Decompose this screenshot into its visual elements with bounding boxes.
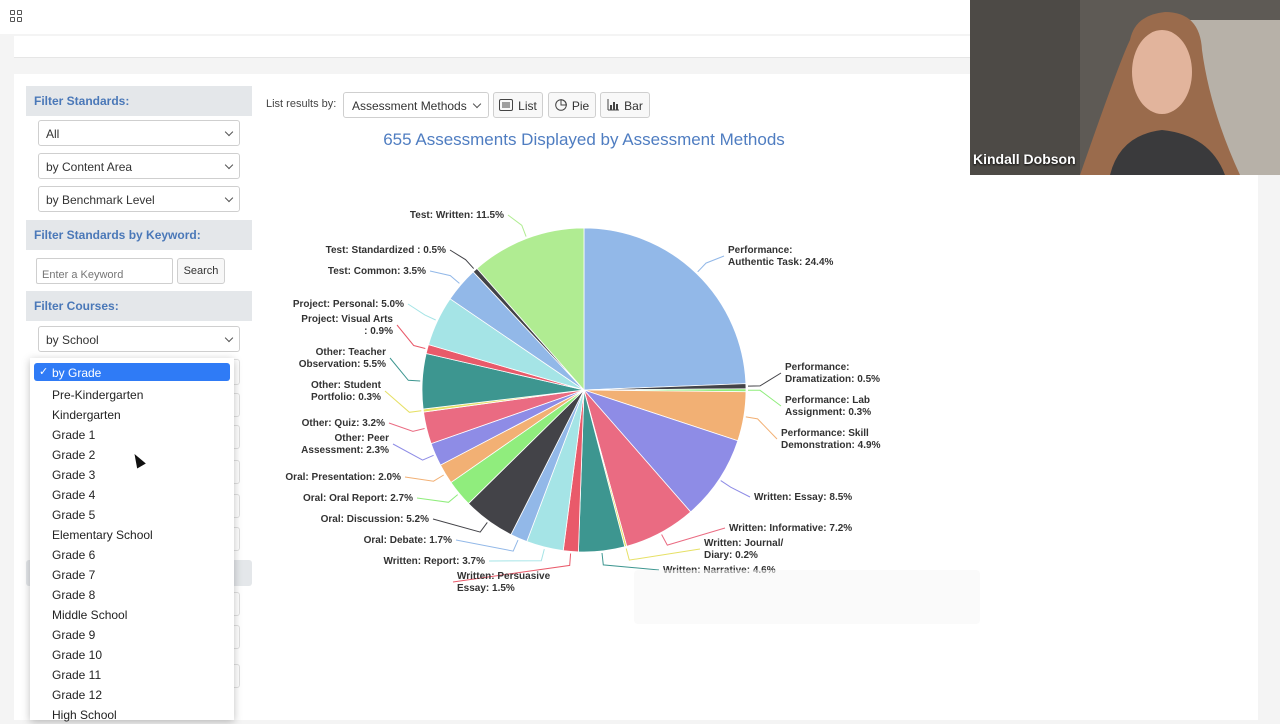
bar-view-button[interactable]: Bar <box>600 92 650 118</box>
benchmark-level-select[interactable]: by Benchmark Level <box>38 186 240 212</box>
dropdown-option[interactable]: Grade 6 <box>52 548 96 562</box>
participant-image <box>970 0 1280 175</box>
slice-label: Oral: Presentation: 2.0% <box>285 472 401 483</box>
participant-name: Kindall Dobson <box>973 151 1076 167</box>
filter-keyword-heading: Filter Standards by Keyword: <box>26 220 252 250</box>
pie-slice[interactable] <box>476 227 585 392</box>
slice-label: Written: Report: 3.7% <box>384 556 486 567</box>
slice-connector <box>661 527 726 546</box>
dropdown-option[interactable]: High School <box>52 708 117 722</box>
watermark-overlay <box>634 570 980 624</box>
school-select[interactable]: by School <box>38 326 240 352</box>
list-view-label: List <box>518 99 537 113</box>
grade-dropdown-menu[interactable]: ✓ by Grade Pre-Kindergarten Kindergarten G… <box>30 358 234 722</box>
dropdown-option[interactable]: Grade 8 <box>52 588 96 602</box>
bar-view-label: Bar <box>624 99 643 113</box>
slice-label: Performance: Dramatization: 0.5% <box>785 362 880 385</box>
apps-grid-icon[interactable] <box>10 10 24 24</box>
slice-label: Oral: Oral Report: 2.7% <box>303 493 413 504</box>
dropdown-option[interactable]: Pre-Kindergarten <box>52 388 144 402</box>
pie-chart-icon <box>555 99 567 111</box>
slice-connector <box>384 390 422 413</box>
dropdown-option[interactable]: Grade 3 <box>52 468 96 482</box>
filter-standards-heading: Filter Standards: <box>26 86 252 116</box>
slice-connector <box>429 270 460 284</box>
slice-label: Other: Quiz: 3.2% <box>302 418 385 429</box>
slice-connector <box>747 372 782 387</box>
slice-label: Written: Informative: 7.2% <box>729 523 852 534</box>
slice-connector <box>452 553 572 583</box>
dropdown-option[interactable]: Grade 11 <box>52 668 102 682</box>
slice-connector <box>388 422 425 432</box>
checkmark-icon: ✓ <box>39 366 49 378</box>
pie-view-button[interactable]: Pie <box>548 92 596 118</box>
dropdown-option[interactable]: Grade 1 <box>52 428 96 442</box>
slice-connector <box>488 548 545 562</box>
slice-connector <box>507 214 527 237</box>
slice-label: Performance: Authentic Task: 24.4% <box>728 245 834 268</box>
slice-connector <box>449 249 475 269</box>
slice-label: Written: Persuasive Essay: 1.5% <box>457 571 551 594</box>
slice-connector <box>407 303 436 321</box>
slice-connector <box>392 443 434 461</box>
header-strip <box>14 36 1270 58</box>
slice-connector <box>404 474 444 482</box>
slice-connector <box>697 255 725 273</box>
slice-connector <box>432 518 488 533</box>
slice-label: Project: Personal: 5.0% <box>293 299 404 310</box>
dropdown-option[interactable]: Grade 7 <box>52 568 96 582</box>
slice-label: Written: Essay: 8.5% <box>754 492 852 503</box>
slice-connector <box>416 494 459 503</box>
slice-label: Test: Standardized : 0.5% <box>326 245 447 256</box>
slice-connector <box>396 324 426 349</box>
pie-slice[interactable] <box>582 389 739 513</box>
pie-view-label: Pie <box>571 99 590 113</box>
slice-label: Oral: Debate: 1.7% <box>364 535 452 546</box>
slice-label: Performance: Skill Demonstration: 4.9% <box>781 428 881 451</box>
pie-slice[interactable] <box>583 227 747 391</box>
list-results-label: List results by: <box>266 98 337 110</box>
bar-chart-icon <box>607 99 620 111</box>
dropdown-option-selected[interactable]: ✓ by Grade <box>34 363 230 381</box>
slice-label: Performance: Lab Assignment: 0.3% <box>785 395 871 418</box>
slice-label: Test: Common: 3.5% <box>328 266 426 277</box>
dropdown-option[interactable]: Grade 9 <box>52 628 96 642</box>
slice-connector <box>625 548 701 561</box>
dropdown-option[interactable]: Kindergarten <box>52 408 121 422</box>
participant-video <box>970 0 1280 175</box>
slice-connector <box>748 389 782 407</box>
content-area-select[interactable]: by Content Area <box>38 153 240 179</box>
chart-title: 655 Assessments Displayed by Assessment … <box>383 130 785 149</box>
search-button[interactable]: Search <box>177 258 225 284</box>
filter-courses-heading: Filter Courses: <box>26 291 252 321</box>
list-by-select[interactable]: Assessment Methods <box>343 92 489 118</box>
dropdown-option[interactable]: Grade 10 <box>52 648 103 662</box>
slice-label: Project: Visual Arts: 0.9% <box>301 314 393 337</box>
list-icon <box>499 99 514 111</box>
slice-label: Other: Teacher Observation: 5.5% <box>299 347 386 370</box>
dropdown-option[interactable]: Grade 2 <box>52 448 96 462</box>
list-view-button[interactable]: List <box>493 92 543 118</box>
slice-connector <box>455 539 519 552</box>
slice-label: Other: Student Portfolio: 0.3% <box>311 380 382 403</box>
dropdown-option[interactable]: Grade 4 <box>52 488 96 502</box>
keyword-input[interactable] <box>36 258 173 284</box>
slice-label: Written: Journal/Diary: 0.2% <box>704 538 783 561</box>
dropdown-option-label: by Grade <box>52 366 102 380</box>
slice-label: Other: Peer Assessment: 2.3% <box>301 433 389 456</box>
slice-connector <box>745 416 778 440</box>
slice-label: Oral: Discussion: 5.2% <box>321 514 429 525</box>
dropdown-option[interactable]: Elementary School <box>52 528 153 542</box>
slice-connector <box>389 357 421 382</box>
standards-select[interactable]: All <box>38 120 240 146</box>
dropdown-option[interactable]: Grade 12 <box>52 688 103 702</box>
slice-connector <box>601 552 660 571</box>
dropdown-option[interactable]: Grade 5 <box>52 508 96 522</box>
slice-connector <box>720 480 751 498</box>
dropdown-option[interactable]: Middle School <box>52 608 128 622</box>
slice-label: Test: Written: 11.5% <box>410 210 504 221</box>
